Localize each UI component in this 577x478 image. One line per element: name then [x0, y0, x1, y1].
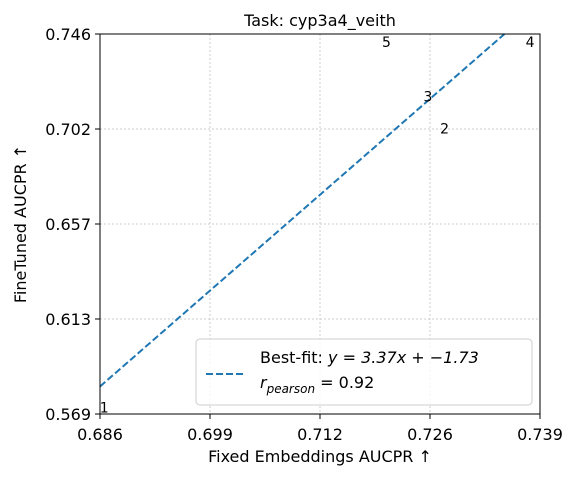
x-tick-label: 0.726 [407, 425, 453, 444]
legend-fit-equation: y = 3.37x + −1.73 [327, 348, 479, 367]
point-label-4: 4 [526, 35, 535, 51]
point-label-5: 5 [382, 35, 391, 51]
x-axis-ticks: 0.686 0.699 0.712 0.726 0.739 [77, 414, 563, 444]
x-tick-label: 0.712 [297, 425, 343, 444]
legend-r-entry: rpearson = 0.92 [260, 373, 374, 396]
y-tick-label: 0.746 [45, 25, 91, 44]
x-tick-label: 0.739 [517, 425, 563, 444]
y-tick-label: 0.569 [45, 405, 91, 424]
point-label-1: 1 [100, 401, 109, 417]
x-tick-label: 0.686 [77, 425, 123, 444]
point-label-3: 3 [423, 89, 432, 105]
chart-title: Task: cyp3a4_veith [243, 11, 396, 31]
y-tick-label: 0.657 [45, 215, 91, 234]
y-axis-ticks: 0.569 0.613 0.657 0.702 0.746 [45, 25, 100, 424]
legend-r-symbol: r [260, 373, 268, 392]
x-tick-label: 0.699 [187, 425, 233, 444]
legend-box [195, 338, 533, 406]
legend-fit-prefix: Best-fit: [260, 348, 328, 367]
y-tick-label: 0.613 [45, 310, 91, 329]
x-axis-label: Fixed Embeddings AUCPR ↑ [208, 447, 432, 466]
legend: Best-fit: y = 3.37x + −1.73 rpearson = 0… [195, 338, 533, 406]
point-label-2: 2 [440, 122, 449, 138]
y-axis-label: FineTuned AUCPR ↑ [11, 145, 30, 303]
legend-r-value: = 0.92 [315, 373, 374, 392]
legend-fit-entry: Best-fit: y = 3.37x + −1.73 [260, 348, 479, 367]
legend-r-subscript: pearson [266, 382, 316, 396]
best-fit-line [99, 33, 506, 388]
point-labels: 1 2 3 4 5 [100, 35, 535, 417]
y-tick-label: 0.702 [45, 120, 91, 139]
